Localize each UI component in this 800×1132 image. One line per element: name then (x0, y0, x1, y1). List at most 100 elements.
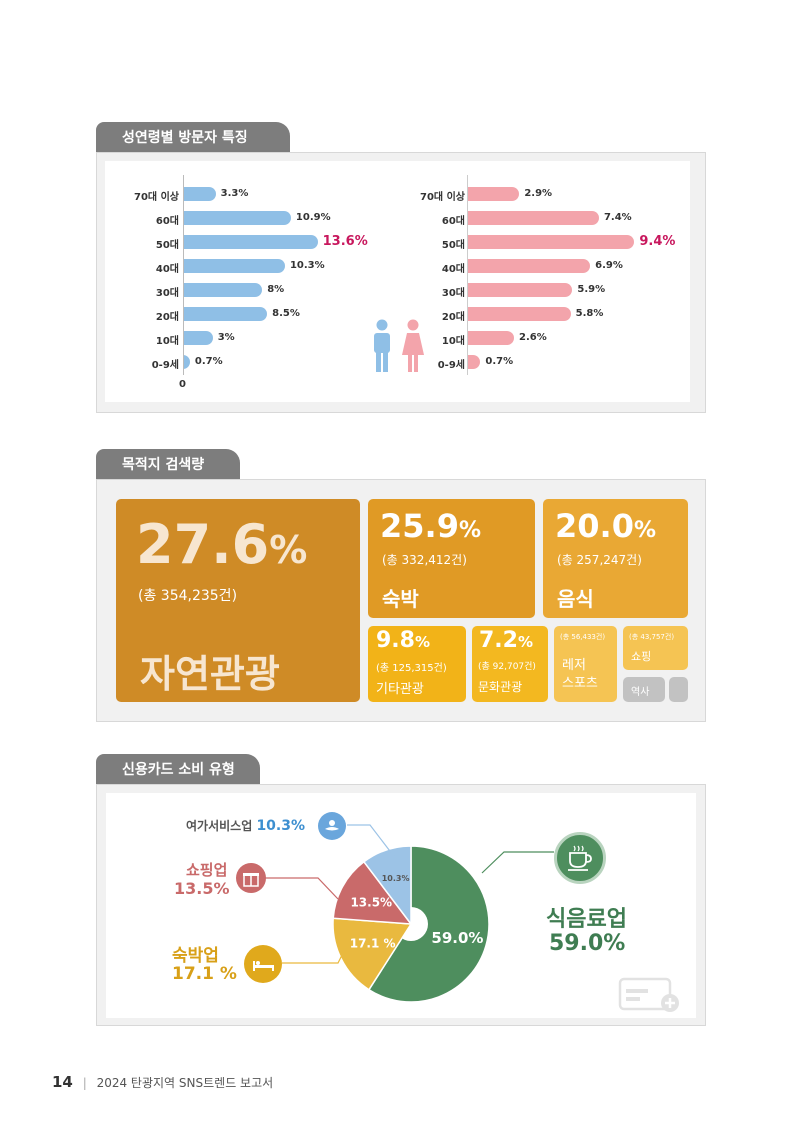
age-group-label: 30대 (155, 288, 179, 299)
tile-lodging: 25.9% (총 332,412건) 숙박 (368, 499, 535, 618)
tile-category-name: 음식 (557, 587, 594, 611)
bar-row: 20대 5.8% (405, 307, 690, 323)
female-person-icon (402, 319, 424, 372)
age-group-label: 50대 (441, 240, 465, 251)
tile-shopping: (총 43,757건) 쇼핑 (623, 626, 688, 670)
age-group-label: 60대 (441, 216, 465, 227)
bar-value-label: 3% (217, 332, 235, 343)
visitor-panel: 70대 이상 3.3% 60대 10.9% 50대 13.6% 40대 10.3% 30대 8% 2… (96, 152, 706, 413)
bar (468, 283, 573, 297)
bar-row: 30대 8% (105, 283, 425, 299)
age-group-label: 40대 (155, 264, 179, 275)
bar-row: 70대 이상 3.3% (105, 187, 425, 203)
bar-value-label: 0.7% (485, 356, 514, 367)
age-group-label: 10대 (155, 336, 179, 347)
bar-row: 0-9세 0.7% (105, 355, 425, 371)
section-title: 성연령별 방문자 특징 (122, 130, 248, 146)
bar-row: 10대 2.6% (405, 331, 690, 347)
tile-count: (총 125,315건) (376, 663, 447, 674)
tile-percent: 9.8% (376, 628, 431, 653)
visitor-chart-area: 70대 이상 3.3% 60대 10.9% 50대 13.6% 40대 10.3% 30대 8% 2… (105, 161, 690, 402)
bar (183, 187, 216, 201)
bar-row: 20대 8.5% (105, 307, 425, 323)
tile-category-name-line2: 스포츠 (562, 676, 598, 691)
gift-icon (236, 863, 266, 893)
bar-row: 60대 10.9% (105, 211, 425, 227)
bar (183, 331, 213, 345)
tile-nature-tourism: 27.6% (총 354,235건) 자연관광 (116, 499, 360, 702)
credit-card-panel: 59.0% 17.1 % 13.5% 10.3% 여가서비스업 10.3% 쇼핑업 1… (96, 784, 706, 1026)
age-group-label: 20대 (155, 312, 179, 323)
shopping-label-percent: 13.5% (174, 879, 230, 898)
leisure-service-label: 여가서비스업 10.3% (186, 818, 306, 834)
bar (468, 211, 599, 225)
bar-value-label: 5.9% (577, 284, 606, 295)
bar-value-label: 6.9% (595, 260, 623, 271)
pie-slice (367, 845, 490, 1003)
bed-icon (244, 945, 282, 983)
bar-row: 40대 10.3% (105, 259, 425, 275)
female-bar-chart: 70대 이상 2.9% 60대 7.4% 50대 9.4% 40대 6.9% 30대 5.9% 20… (405, 161, 690, 402)
age-group-label: 30대 (441, 288, 465, 299)
shopping-label-name: 쇼핑업 (186, 861, 228, 879)
bar-row: 10대 3% (105, 331, 425, 347)
tile-category-name: 문화관광 (478, 680, 523, 694)
lodging-label-name: 숙박업 (172, 946, 219, 966)
bar-value-label: 5.8% (575, 308, 604, 319)
bar-value-label: 10.9% (295, 212, 331, 223)
age-group-label: 0-9세 (151, 360, 179, 371)
tile-count: (총 56,433건) (560, 633, 606, 641)
pie-slice (332, 917, 413, 991)
section-tab-destination-search: 목적지 검색량 (96, 449, 240, 481)
tile-unlabeled (669, 677, 688, 702)
bar-value-label: 0.7% (194, 356, 223, 367)
document-title: 2024 탄광지역 SNS트렌드 보고서 (96, 1076, 274, 1090)
bar (183, 307, 268, 321)
age-group-label: 60대 (155, 216, 179, 227)
male-axis-line (183, 175, 184, 375)
tile-count: (총 43,757건) (629, 633, 675, 641)
coffee-cup-icon (554, 832, 606, 884)
credit-card-chart-area: 59.0% 17.1 % 13.5% 10.3% 여가서비스업 10.3% 쇼핑업 1… (106, 793, 696, 1018)
bar-value-label: 8.5% (272, 308, 300, 319)
tile-category-name: 자연관광 (140, 652, 280, 696)
pie-slice-label: 13.5% (350, 896, 392, 910)
bar (183, 355, 190, 369)
bar-row: 0-9세 0.7% (405, 355, 690, 371)
bar-row: 30대 5.9% (405, 283, 690, 299)
age-group-label: 10대 (441, 336, 465, 347)
tile-food: 20.0% (총 257,247건) 음식 (543, 499, 688, 618)
tile-category-name-line1: 레저 (562, 658, 586, 673)
section-title: 목적지 검색량 (122, 457, 205, 473)
bar (468, 307, 571, 321)
bar (183, 211, 291, 225)
bar-value-label: 13.6% (322, 234, 368, 249)
lodging-label-percent: 17.1 % (172, 964, 237, 984)
age-group-label: 20대 (441, 312, 465, 323)
tile-percent: 27.6% (136, 513, 308, 576)
credit-card-icon (618, 977, 679, 1012)
bar-value-label: 9.4% (639, 234, 676, 249)
bar-value-label: 7.4% (603, 212, 632, 223)
section-title: 신용카드 소비 유형 (122, 762, 235, 778)
bar-value-label: 3.3% (220, 188, 249, 199)
food-beverage-label-name: 식음료업 (546, 907, 627, 932)
section-tab-credit-card: 신용카드 소비 유형 (96, 754, 260, 786)
pie-slice (362, 845, 412, 927)
tile-other-tourism: 9.8% (총 125,315건) 기타관광 (368, 626, 466, 702)
age-group-label: 70대 이상 (420, 192, 465, 203)
tile-leisure-sports: (총 56,433건) 레저 스포츠 (554, 626, 617, 702)
bar-row: 70대 이상 2.9% (405, 187, 690, 203)
tile-category-name: 기타관광 (376, 682, 424, 697)
bar (468, 355, 481, 369)
tile-category-name: 숙박 (382, 587, 419, 611)
page-number: 14 (52, 1073, 73, 1091)
bar-row: 50대 13.6% (105, 234, 425, 251)
pie-slice-label: 10.3% (382, 874, 410, 883)
bar (468, 187, 520, 201)
leisure-service-icon (318, 812, 346, 840)
chart-divider (467, 175, 468, 375)
bar-row: 40대 6.9% (405, 259, 690, 275)
destination-panel: 27.6% (총 354,235건) 자연관광 25.9% (총 332,412… (96, 479, 706, 722)
tile-percent: 25.9% (380, 507, 481, 545)
